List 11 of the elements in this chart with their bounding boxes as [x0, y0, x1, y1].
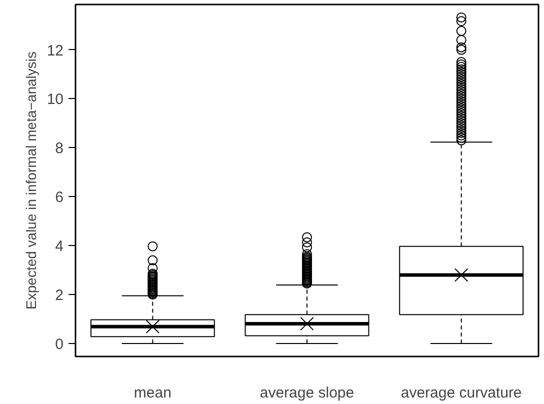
y-tick-label: 4	[55, 238, 64, 256]
y-tick-label: 2	[55, 287, 64, 304]
y-tick-label: 12	[46, 42, 64, 60]
y-axis-title: Expected value in informal meta−analysis	[22, 52, 39, 310]
y-tick-label: 8	[55, 140, 64, 158]
x-tick-label: average slope	[260, 384, 354, 402]
x-tick-label: mean	[134, 384, 172, 402]
y-tick-label: 10	[46, 91, 64, 108]
x-tick-label: average curvature	[400, 384, 522, 402]
y-tick-label: 6	[55, 189, 64, 206]
y-tick-label: 0	[55, 336, 64, 354]
